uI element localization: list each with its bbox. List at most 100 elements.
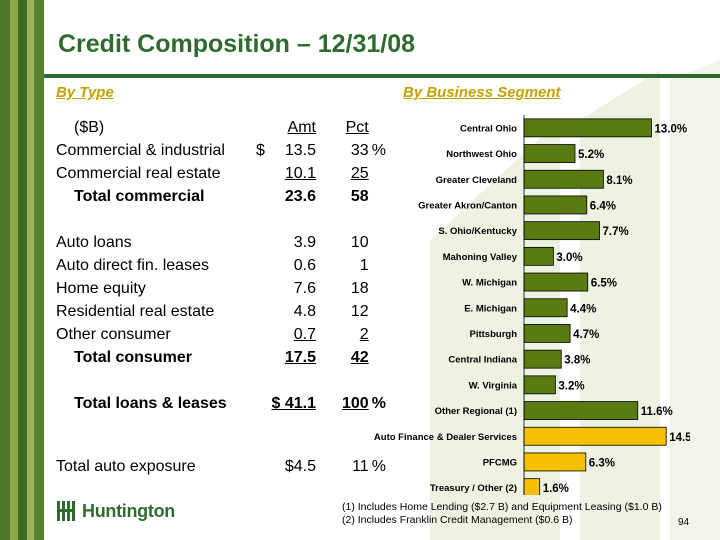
value-label: 1.6%	[543, 483, 569, 495]
row-pct: 33	[350, 142, 369, 159]
bar	[523, 349, 562, 369]
table-row-subtotal: Total consumer 17.5 42	[56, 346, 392, 369]
value-label: 7.7%	[603, 226, 629, 238]
row-amt: 0.7	[293, 326, 316, 343]
bar	[523, 246, 554, 266]
table-row: Home equity 7.6 18	[56, 277, 392, 300]
category-label: Other Regional (1)	[435, 406, 517, 417]
page-number: 94	[678, 517, 690, 528]
decor-stripe	[10, 0, 18, 540]
table-row: Other consumer 0.7 2	[56, 323, 392, 346]
row-label: Auto direct fin. leases	[56, 257, 209, 274]
bar	[523, 478, 541, 495]
value-label: 8.1%	[606, 175, 632, 187]
category-label: Auto Finance & Dealer Services	[374, 432, 517, 443]
dollar-sign: $	[256, 142, 265, 159]
decor-stripe	[18, 0, 27, 540]
row-amt: 0.6	[293, 257, 316, 274]
category-label: E. Michigan	[464, 303, 517, 314]
bar	[523, 375, 556, 395]
row-label: Commercial real estate	[56, 165, 221, 182]
huntington-logo-icon	[57, 501, 75, 521]
value-label: 3.8%	[564, 355, 590, 367]
bar	[523, 324, 571, 343]
category-label: Northwest Ohio	[446, 149, 517, 160]
row-label: Total loans & leases	[74, 395, 227, 412]
by-segment-heading: By Business Segment	[403, 84, 561, 101]
value-label: 6.3%	[589, 457, 615, 469]
footnote-2: (2) Includes Franklin Credit Management …	[342, 514, 573, 526]
row-pct: 25	[350, 165, 369, 182]
category-label: Pittsburgh	[470, 329, 518, 340]
pct-suffix: %	[371, 458, 386, 475]
pct-suffix: %	[371, 395, 386, 412]
value-label: 3.2%	[558, 380, 584, 392]
pct-header: Pct	[345, 119, 369, 136]
row-amt: $ 41.1	[271, 395, 316, 412]
decor-stripe	[0, 0, 10, 540]
value-label: 3.0%	[556, 252, 582, 264]
row-amt: 3.9	[293, 234, 316, 251]
category-label: PFCMG	[483, 457, 517, 468]
units-label: ($B)	[74, 119, 105, 136]
row-label: Total consumer	[74, 349, 192, 366]
value-label: 6.5%	[591, 278, 617, 290]
row-pct: 58	[350, 188, 369, 205]
row-amt: 17.5	[284, 349, 316, 366]
category-label: Central Ohio	[460, 123, 517, 134]
table-row: Residential real estate 4.8 12	[56, 300, 392, 323]
row-label: Total commercial	[74, 188, 205, 205]
decor-stripe	[27, 0, 34, 540]
row-label: Other consumer	[56, 326, 171, 343]
bar	[523, 452, 587, 472]
row-pct: 12	[350, 303, 369, 320]
row-label: Residential real estate	[56, 303, 215, 320]
row-amt: 4.8	[293, 303, 316, 320]
category-label: S. Ohio/Kentucky	[438, 226, 517, 237]
logo-wordmark: Huntington	[82, 500, 175, 521]
amt-header: Amt	[287, 119, 316, 136]
decor-stripe	[34, 0, 44, 540]
category-label: Greater Cleveland	[436, 175, 518, 186]
row-label: Auto loans	[56, 234, 132, 251]
page-title: Credit Composition – 12/31/08	[58, 30, 416, 58]
bar	[523, 118, 652, 138]
value-label: 14.5%	[669, 432, 690, 444]
table-row: Commercial real estate 10.1 25	[56, 162, 392, 185]
table-row: Auto loans 3.9 10	[56, 231, 392, 254]
row-pct: 18	[350, 280, 369, 297]
row-pct: 42	[350, 349, 369, 366]
bar	[523, 272, 589, 292]
table-row-subtotal: Total commercial 23.6 58	[56, 185, 392, 208]
row-amt: 7.6	[293, 280, 316, 297]
row-pct: 11	[352, 458, 369, 475]
row-label: Home equity	[56, 280, 146, 297]
by-type-heading: By Type	[56, 84, 114, 101]
company-logo: Huntington	[56, 500, 175, 522]
category-label: Treasury / Other (2)	[430, 483, 517, 494]
row-amt: $4.5	[284, 458, 316, 475]
bar	[523, 298, 568, 318]
row-label: Commercial & industrial	[56, 142, 225, 159]
table-header-row: ($B) Amt Pct	[56, 116, 392, 139]
category-label: W. Michigan	[462, 278, 517, 289]
table-row: Commercial & industrial $ 13.5 33 %	[56, 139, 392, 162]
segment-bar-chart: Central Ohio 13.0% Northwest Ohio 5.2% Great…	[374, 115, 690, 495]
bar	[523, 401, 639, 420]
bar	[523, 169, 604, 189]
bar	[523, 426, 667, 446]
bar	[523, 144, 576, 163]
row-amt: 10.1	[284, 165, 316, 182]
value-label: 11.6%	[641, 406, 673, 418]
row-pct: 100	[342, 395, 369, 412]
category-label: Greater Akron/Canton	[418, 200, 517, 211]
footnote-1: (1) Includes Home Lending ($2.7 B) and E…	[342, 501, 662, 513]
value-label: 4.7%	[573, 329, 599, 341]
row-pct: 2	[359, 326, 369, 343]
table-row-total: Total loans & leases $ 41.1 100 %	[56, 392, 392, 415]
value-label: 13.0%	[654, 123, 687, 135]
table-row: Total auto exposure $4.5 11 %	[56, 455, 392, 478]
category-label: Central Indiana	[448, 355, 517, 366]
pct-suffix: %	[371, 142, 386, 159]
table-row: Auto direct fin. leases 0.6 1	[56, 254, 392, 277]
